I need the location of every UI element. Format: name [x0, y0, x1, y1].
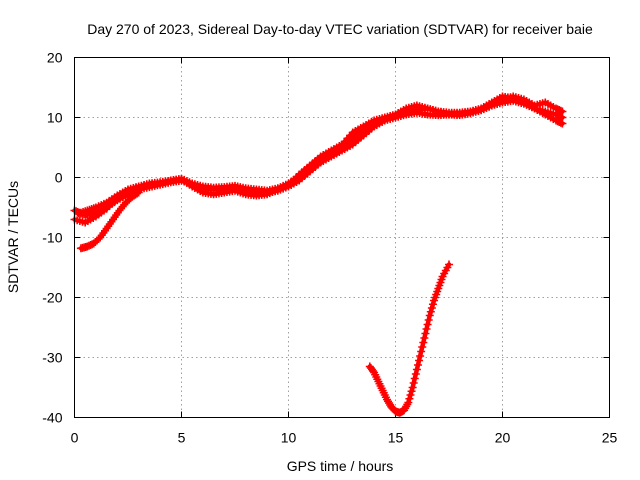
x-tick-label: 20 — [495, 430, 511, 446]
data-point — [416, 352, 425, 360]
data-point — [421, 329, 430, 338]
series-track-dip — [365, 260, 453, 417]
data-point — [418, 343, 427, 351]
data-point — [445, 260, 453, 269]
data-series — [70, 92, 567, 417]
y-tick-label: -10 — [42, 230, 62, 246]
data-point — [558, 107, 567, 116]
data-point — [419, 338, 428, 347]
y-tick-label: 10 — [47, 110, 63, 126]
data-point — [406, 391, 415, 399]
x-tick-label: 25 — [602, 430, 618, 446]
data-point — [407, 387, 416, 396]
y-tick-label: -20 — [42, 290, 62, 306]
data-point — [422, 325, 431, 333]
data-point — [134, 188, 143, 197]
data-point — [411, 370, 420, 378]
series-track-low-start — [76, 188, 143, 253]
series-track-main-c — [74, 92, 567, 218]
data-point — [409, 379, 418, 387]
plot-frame — [74, 57, 610, 418]
x-axis-label: GPS time / hours — [287, 458, 394, 474]
data-point — [417, 347, 426, 356]
x-tick-label: 5 — [178, 430, 186, 446]
data-point — [427, 304, 436, 312]
x-tick-label: 10 — [281, 430, 297, 446]
data-point — [410, 374, 419, 383]
data-point — [428, 300, 437, 309]
tick-labels: 0 5 10 15 20 25 -40 -30 -20 -10 0 10 20 — [42, 50, 617, 446]
data-point — [404, 398, 413, 407]
y-tick-label: 0 — [55, 170, 63, 186]
y-tick-label: -40 — [42, 410, 62, 426]
data-point — [420, 334, 429, 342]
data-point — [423, 320, 432, 329]
data-point — [405, 394, 414, 403]
data-point — [413, 361, 422, 369]
data-point — [424, 316, 433, 324]
y-tick-label: 20 — [47, 50, 63, 66]
data-point — [426, 307, 435, 316]
x-tick-label: 0 — [71, 430, 79, 446]
chart-title: Day 270 of 2023, Sidereal Day-to-day VTE… — [87, 21, 593, 37]
y-axis-label: SDTVAR / TECUs — [5, 181, 21, 293]
data-point — [425, 311, 434, 320]
data-point — [415, 356, 424, 365]
data-point — [412, 365, 421, 374]
x-tick-label: 15 — [388, 430, 404, 446]
y-tick-label: -30 — [42, 350, 62, 366]
data-point — [408, 383, 417, 392]
data-point — [133, 189, 142, 198]
